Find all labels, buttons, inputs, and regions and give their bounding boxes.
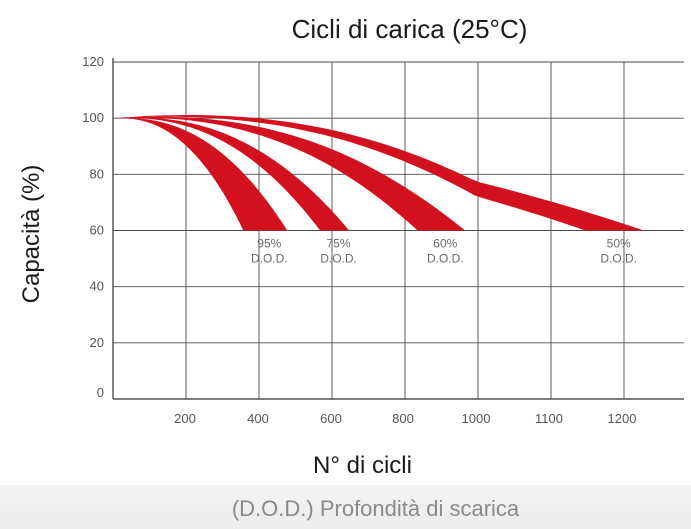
series-band-2 (113, 116, 466, 231)
dod-label-percent: 60% (433, 237, 457, 251)
footer-note: (D.O.D.) Profondità di scarica (231, 496, 520, 521)
y-tick-label: 0 (97, 385, 104, 400)
dod-label-unit: D.O.D. (600, 252, 637, 266)
dod-label-percent: 95% (257, 237, 281, 251)
axes (112, 58, 684, 400)
series-band-3 (113, 115, 644, 231)
series-band-1 (113, 117, 349, 231)
y-tick-labels: 0 20 40 60 80 100 120 (82, 54, 104, 400)
dod-label-percent: 50% (607, 237, 631, 251)
x-tick-label: 400 (247, 411, 269, 426)
series-bands (113, 115, 644, 231)
x-tick-label: 600 (320, 411, 342, 426)
x-tick-label: 1000 (462, 411, 491, 426)
x-tick-label: 1100 (535, 411, 563, 426)
series-band-0 (113, 117, 288, 231)
x-tick-labels: 200 400 600 800 1000 1100 1200 (174, 411, 636, 426)
x-tick-label: 200 (174, 411, 196, 426)
y-tick-label: 60 (90, 223, 104, 238)
dod-label-unit: D.O.D. (320, 252, 357, 266)
y-tick-label: 80 (90, 166, 104, 181)
dod-label-percent: 75% (327, 237, 351, 251)
y-tick-label: 120 (82, 54, 104, 69)
y-tick-label: 100 (82, 110, 104, 125)
x-tick-label: 800 (392, 411, 414, 426)
y-tick-label: 20 (90, 335, 104, 350)
x-axis-label: N° di cicli (313, 452, 412, 479)
cycle-life-chart: 0 20 40 60 80 100 120 200 400 600 800 1000 1100 1200… (82, 54, 684, 426)
y-tick-label: 40 (90, 279, 104, 294)
chart-title: Cicli di carica (25°C) (291, 14, 528, 44)
x-tick-label: 1200 (608, 411, 637, 426)
dod-labels: 95%D.O.D.75%D.O.D.60%D.O.D.50%D.O.D. (251, 237, 637, 266)
dod-label-unit: D.O.D. (251, 252, 288, 266)
footer-band (0, 485, 691, 529)
dod-label-unit: D.O.D. (427, 252, 464, 266)
